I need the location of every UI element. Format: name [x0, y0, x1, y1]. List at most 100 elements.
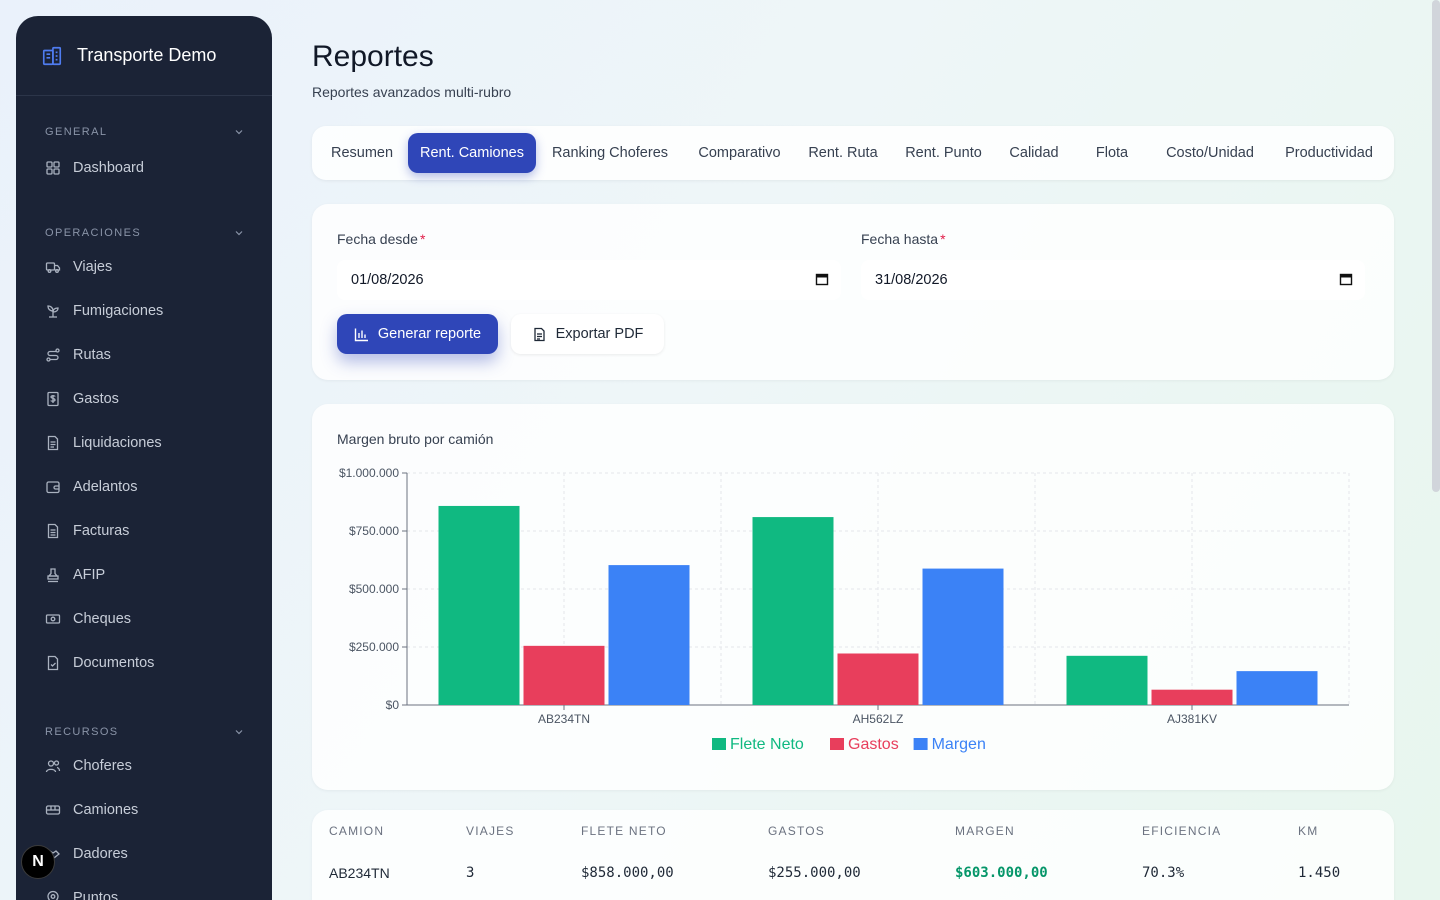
tab-productividad[interactable]: Productividad	[1285, 145, 1373, 161]
chevron-down-icon	[235, 730, 243, 735]
sidebar-item-label: Puntos	[73, 890, 119, 900]
tab-rent-camiones[interactable]: Rent. Camiones	[408, 133, 536, 173]
cell-flete-neto: $858.000,00	[581, 865, 674, 881]
required-mark: *	[940, 231, 946, 247]
tab-calidad[interactable]: Calidad	[1009, 145, 1059, 161]
wallet-icon	[46, 481, 60, 494]
sidebar-item-label: Choferes	[73, 758, 132, 774]
fecha-hasta-value: 31/08/2026	[875, 272, 948, 288]
section-general[interactable]: GENERAL	[16, 122, 272, 142]
truck-icon	[45, 262, 61, 273]
filters-card: Fecha desde * 01/08/2026 Fecha hasta * 31/…	[312, 204, 1394, 380]
section-title: OPERACIONES	[45, 227, 142, 239]
cell-margen: $603.000,00	[955, 865, 1048, 881]
sidebar-item-label: Gastos	[73, 391, 119, 407]
tab-rent-ruta[interactable]: Rent. Ruta	[808, 145, 878, 161]
bar-margen	[922, 568, 1004, 705]
generate-report-button[interactable]: Generar reporte	[337, 314, 498, 354]
sidebar-item-label: Viajes	[73, 259, 113, 275]
file-icon	[47, 655, 59, 671]
sidebar-item-adelantos[interactable]: Adelantos	[16, 465, 272, 509]
y-tick-label: $250.000	[349, 640, 399, 654]
sidebar-item-camiones[interactable]: Camiones	[16, 788, 272, 832]
export-pdf-button[interactable]: Exportar PDF	[511, 314, 664, 354]
fecha-desde-label: Fecha desde *	[337, 231, 425, 247]
tab-ranking-choferes[interactable]: Ranking Choferes	[551, 145, 669, 161]
cell-camion: AB234TN	[329, 865, 390, 881]
building-icon	[42, 46, 62, 65]
cell-km: 1.450	[1298, 865, 1341, 881]
sidebar-item-viajes[interactable]: Viajes	[16, 245, 272, 289]
column-header: GASTOS	[768, 824, 825, 838]
bar-gastos	[1151, 689, 1233, 705]
sidebar-item-puntos[interactable]: Puntos	[16, 876, 272, 900]
tab-resumen[interactable]: Resumen	[330, 145, 394, 161]
invoice-icon	[47, 523, 59, 539]
document-icon	[47, 435, 59, 451]
sidebar-item-gastos[interactable]: Gastos	[16, 377, 272, 421]
sidebar-item-rutas[interactable]: Rutas	[16, 333, 272, 377]
app-name: Transporte Demo	[77, 45, 217, 65]
column-header: EFICIENCIA	[1142, 824, 1222, 838]
section-title: GENERAL	[45, 126, 108, 138]
y-tick-label: $0	[386, 698, 400, 712]
fecha-desde-input[interactable]: 01/08/2026	[337, 260, 841, 300]
tab-comparativo[interactable]: Comparativo	[698, 145, 781, 161]
tab-rent-punto[interactable]: Rent. Punto	[905, 145, 982, 161]
column-header: KM	[1298, 824, 1319, 838]
calendar-icon[interactable]	[815, 272, 829, 286]
sidebar-item-label: Fumigaciones	[73, 303, 164, 319]
page-subtitle: Reportes avanzados multi-rubro	[312, 84, 512, 100]
legend-label: Flete Neto	[730, 736, 804, 753]
cell-eficiencia: 70.3%	[1142, 865, 1185, 881]
file-text-icon	[533, 327, 545, 341]
tab-flota[interactable]: Flota	[1095, 145, 1129, 161]
sidebar-item-label: Camiones	[73, 802, 139, 818]
bar-flete-neto	[438, 505, 520, 705]
y-tick-label: $500.000	[349, 582, 399, 596]
sidebar-item-choferes[interactable]: Choferes	[16, 744, 272, 788]
sidebar-item-label: Documentos	[73, 655, 155, 671]
sidebar-item-label: AFIP	[73, 567, 106, 583]
column-header: CAMION	[329, 824, 385, 838]
bus-icon	[45, 805, 61, 815]
fecha-hasta-label-text: Fecha hasta	[861, 231, 939, 247]
brand[interactable]: Transporte Demo	[16, 16, 272, 96]
sidebar-item-liquidaciones[interactable]: Liquidaciones	[16, 421, 272, 465]
column-header: MARGEN	[955, 824, 1015, 838]
sidebar-item-cheques[interactable]: Cheques	[16, 597, 272, 641]
sidebar-item-facturas[interactable]: Facturas	[16, 509, 272, 553]
grid-icon	[46, 161, 60, 175]
sidebar-item-fumigaciones[interactable]: Fumigaciones	[16, 289, 272, 333]
sidebar-item-dashboard[interactable]: Dashboard	[16, 146, 272, 190]
users-icon	[45, 760, 61, 773]
calendar-icon[interactable]	[1339, 272, 1353, 286]
tab-costo-unidad[interactable]: Costo/Unidad	[1166, 145, 1254, 161]
n-badge[interactable]: N	[21, 845, 55, 879]
sidebar-item-dadores[interactable]: Dadores	[16, 832, 272, 876]
legend-swatch	[913, 738, 928, 750]
fecha-hasta-label: Fecha hasta *	[861, 231, 946, 247]
route-icon	[46, 348, 60, 362]
bar-flete-neto	[1066, 655, 1148, 705]
bar-flete-neto	[752, 517, 834, 705]
scrollbar[interactable]	[1432, 0, 1440, 492]
sidebar-item-documentos[interactable]: Documentos	[16, 641, 272, 685]
section-operaciones[interactable]: OPERACIONES	[16, 223, 272, 243]
sidebar-item-afip[interactable]: AFIP	[16, 553, 272, 597]
banknote-icon	[45, 614, 61, 624]
y-tick-label: $750.000	[349, 524, 399, 538]
fecha-hasta-input[interactable]: 31/08/2026	[861, 260, 1365, 300]
bar-chart-icon	[354, 328, 368, 341]
section-recursos[interactable]: RECURSOS	[16, 722, 272, 742]
bar-margen	[1236, 671, 1318, 705]
x-tick-label: AH562LZ	[853, 712, 904, 726]
x-tick-label: AB234TN	[538, 712, 590, 726]
margin-chart: $0 $250.000 $500.000 $750.000 $1.000.000 AB23…	[339, 466, 1350, 753]
sidebar-item-label: Dadores	[73, 846, 128, 862]
column-header: FLETE NETO	[581, 824, 667, 838]
legend-label: Gastos	[848, 736, 899, 753]
sidebar-item-label: Dashboard	[73, 160, 144, 176]
bar-margen	[608, 565, 690, 705]
report-tabs: Resumen Rent. Camiones Ranking Choferes …	[312, 126, 1394, 180]
